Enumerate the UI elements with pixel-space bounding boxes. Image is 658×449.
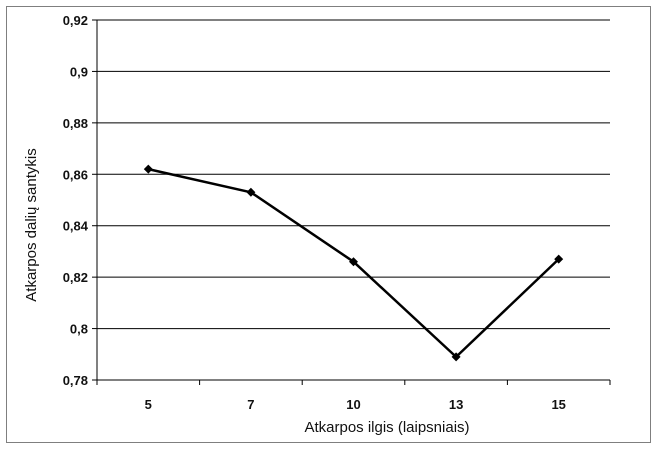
x-tick-label: 10 [346,397,360,412]
data-point-marker [451,352,461,362]
data-point-marker [554,254,564,264]
data-point-marker [143,164,153,174]
chart-frame [6,6,651,443]
y-tick-label: 0,84 [63,219,89,234]
y-tick-label: 0,82 [63,270,88,285]
x-tick-label: 13 [449,397,463,412]
axis-layer [92,19,611,385]
x-tick-label: 15 [551,397,565,412]
y-tick-label: 0,86 [63,167,88,182]
y-axis-title: Atkarpos dalių santykis [23,148,40,301]
x-tick-label: 7 [247,397,254,412]
grid-layer [97,19,610,330]
y-tick-label: 0,88 [63,116,88,131]
x-axis-title: Atkarpos ilgis (laipsniais) [304,419,469,436]
tick-label-layer: 0,78 0,8 0,82 0,84 0,86 0,88 0,9 0,92 5 7 10 13 15 [63,13,566,412]
data-point-marker [246,187,256,197]
y-tick-label: 0,92 [63,13,88,28]
y-tick-label: 0,9 [70,64,88,79]
data-point-marker [349,257,358,267]
x-tick-label: 5 [145,397,152,412]
y-tick-label: 0,8 [70,322,88,337]
y-tick-label: 0,78 [63,373,88,388]
series-layer [143,164,564,362]
